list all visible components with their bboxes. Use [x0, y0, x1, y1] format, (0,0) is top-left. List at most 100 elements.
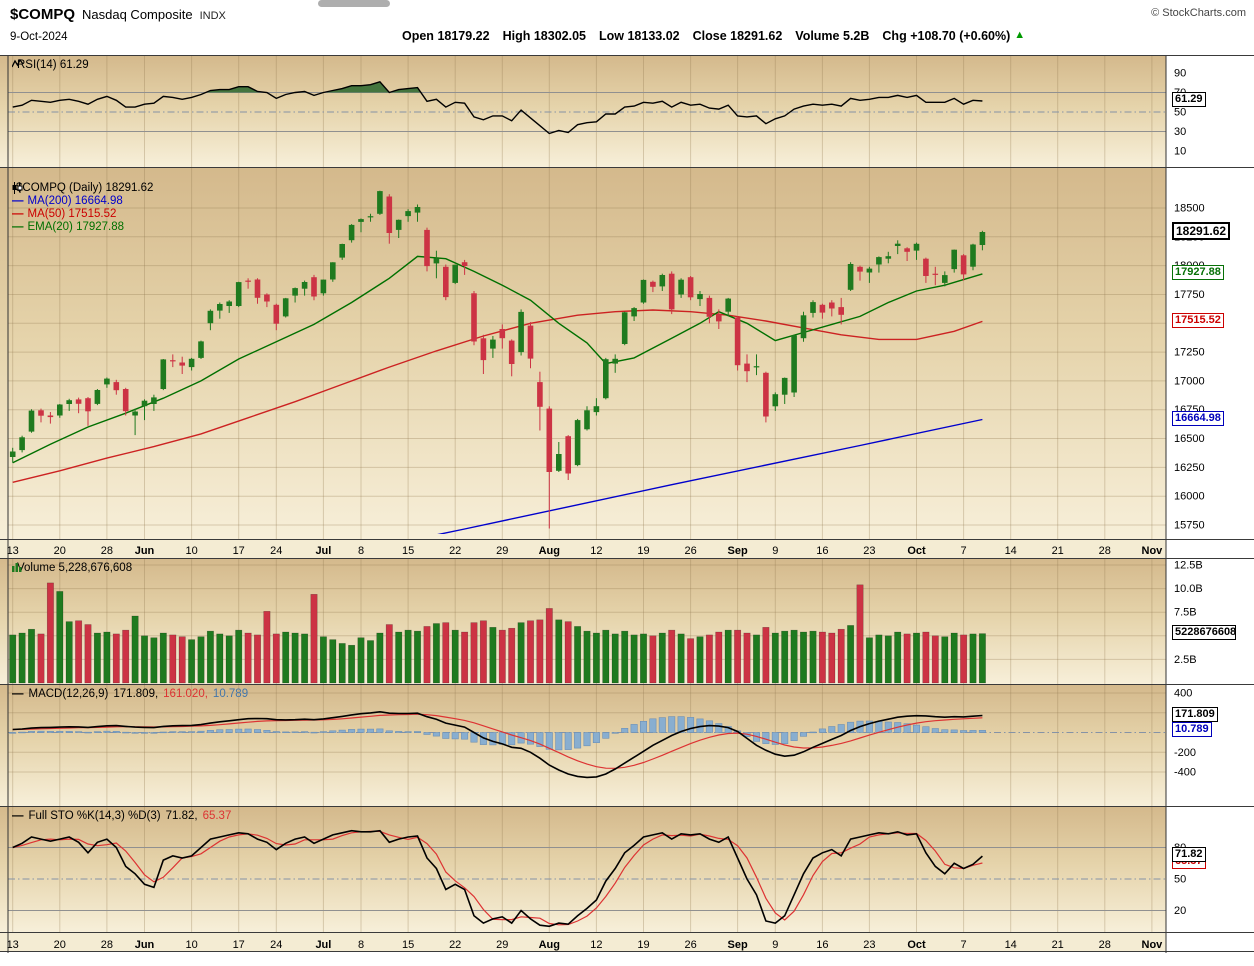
- svg-text:18250: 18250: [1174, 231, 1205, 243]
- svg-text:19: 19: [637, 545, 649, 557]
- svg-text:Nov: Nov: [1142, 939, 1164, 951]
- svg-text:26: 26: [684, 545, 696, 557]
- stochastic-d-value: 65.37: [202, 810, 232, 822]
- date-axis-top-labels: 13 20 28 Jun 10 17 24 Jul 8 15 22 29 Aug 12 19 26 Sep 9 16…: [7, 540, 1167, 559]
- open-label: Open: [402, 29, 434, 43]
- macd-line-icon: —: [12, 688, 24, 700]
- svg-text:400: 400: [1174, 688, 1192, 700]
- volume-panel: 12.5B 10.0B 7.5B 5.0B 2.5B Volume 5,228,676,…: [0, 558, 1254, 685]
- stockcharts-credit-link[interactable]: © StockCharts.com: [1151, 7, 1246, 19]
- svg-text:50: 50: [1174, 107, 1186, 119]
- svg-text:5.0B: 5.0B: [1174, 630, 1197, 642]
- svg-text:80: 80: [1174, 842, 1186, 854]
- svg-text:17: 17: [233, 545, 245, 557]
- change-up-arrow-icon: ▲: [1014, 29, 1026, 41]
- svg-text:7.5B: 7.5B: [1174, 607, 1197, 619]
- ma200-legend-text: MA(200) 16664.98: [27, 195, 123, 207]
- chart-date: 9-Oct-2024: [10, 31, 68, 43]
- price-legend: $COMPQ (Daily) 18291.62 — MA(200) 16664.9…: [12, 182, 153, 234]
- svg-text:24: 24: [270, 545, 282, 557]
- svg-text:10.0B: 10.0B: [1174, 583, 1203, 595]
- svg-text:10: 10: [185, 939, 197, 951]
- svg-text:8: 8: [358, 939, 364, 951]
- macd-histogram-value: 10.789: [212, 688, 249, 700]
- svg-text:14: 14: [1005, 939, 1017, 951]
- close-label: Close: [692, 29, 727, 43]
- svg-text:17: 17: [233, 939, 245, 951]
- open-value: 18179.22: [437, 29, 490, 43]
- svg-text:29: 29: [496, 545, 508, 557]
- svg-text:9: 9: [772, 939, 778, 951]
- macd-plot: 400 200 0 -200 -400: [7, 685, 1196, 807]
- svg-text:9: 9: [772, 545, 778, 557]
- svg-text:Jun: Jun: [135, 939, 155, 951]
- svg-text:17500: 17500: [1174, 318, 1205, 330]
- svg-text:-200: -200: [1174, 747, 1196, 759]
- symbol-row: $COMPQ Nasdaq Composite INDX: [10, 6, 226, 23]
- volume-value: 5.2B: [843, 29, 870, 43]
- svg-text:90: 90: [1174, 68, 1186, 80]
- svg-text:8: 8: [358, 545, 364, 557]
- svg-text:29: 29: [496, 939, 508, 951]
- change-value: +108.70 (+0.60%): [910, 29, 1011, 43]
- svg-text:Aug: Aug: [539, 939, 560, 951]
- macd-panel: 400 200 0 -200 -400 — MACD(12,26,9) 171.809,…: [0, 684, 1254, 807]
- low-label: Low: [598, 29, 624, 43]
- svg-text:24: 24: [270, 939, 282, 951]
- macd-legend: — MACD(12,26,9) 171.809, 161.020, 10.789: [12, 688, 248, 700]
- svg-text:Oct: Oct: [907, 939, 926, 951]
- price-legend-text: $COMPQ (Daily) 18291.62: [16, 182, 154, 194]
- svg-text:0: 0: [1174, 727, 1180, 739]
- close-value: 18291.62: [730, 29, 783, 43]
- date-axis-bottom-labels: 13 20 28 Jun 10 17 24 Jul 8 15 22 29 Aug 12 19 26 Sep 9 16…: [7, 933, 1167, 953]
- svg-text:16000: 16000: [1174, 491, 1205, 503]
- ema20-line-icon: —: [12, 221, 24, 233]
- svg-text:Nov: Nov: [1142, 545, 1164, 557]
- volume-label: Volume: [795, 29, 840, 43]
- svg-text:Jun: Jun: [135, 545, 155, 557]
- svg-text:Oct: Oct: [907, 545, 926, 557]
- svg-text:23: 23: [863, 545, 875, 557]
- price-plot: 18500 18250 18000 17750 17500 17250 17000 16750…: [7, 168, 1205, 540]
- svg-text:23: 23: [863, 939, 875, 951]
- svg-text:18000: 18000: [1174, 260, 1205, 272]
- svg-text:Sep: Sep: [728, 545, 748, 557]
- svg-text:16: 16: [816, 545, 828, 557]
- high-value: 18302.05: [533, 29, 586, 43]
- stochastic-plot: 80 50 20: [7, 807, 1186, 933]
- macd-panel-background: [0, 685, 1166, 806]
- stochastic-legend-label: Full STO %K(14,3) %D(3): [28, 810, 161, 822]
- ma50-line-icon: —: [12, 208, 24, 220]
- rsi-legend-text: RSI(14) 61.29: [17, 59, 89, 71]
- svg-text:16: 16: [816, 939, 828, 951]
- svg-text:28: 28: [101, 939, 113, 951]
- stochastic-k-value: 71.82,: [165, 810, 198, 822]
- svg-text:Jul: Jul: [315, 545, 331, 557]
- ohlc-quote-bar: Open 18179.22 High 18302.05 Low 18133.02…: [402, 29, 1025, 43]
- svg-text:7: 7: [961, 939, 967, 951]
- svg-text:10: 10: [1174, 146, 1186, 158]
- svg-text:10: 10: [185, 545, 197, 557]
- symbol-exchange: INDX: [199, 10, 226, 22]
- stochastic-panel: 80 50 20 — Full STO %K(14,3) %D(3) 71.82, …: [0, 806, 1254, 933]
- svg-text:Aug: Aug: [539, 545, 560, 557]
- chart-header: $COMPQ Nasdaq Composite INDX © StockChar…: [0, 0, 1254, 55]
- svg-text:Sep: Sep: [728, 939, 748, 951]
- rsi-plot: 90 70 50 30 10: [7, 56, 1186, 168]
- macd-legend-label: MACD(12,26,9): [28, 688, 109, 700]
- svg-text:Jul: Jul: [315, 939, 331, 951]
- svg-text:17000: 17000: [1174, 375, 1205, 387]
- svg-text:12: 12: [590, 939, 602, 951]
- svg-text:19: 19: [637, 939, 649, 951]
- rsi-panel: 90 70 50 30 10 RSI(14) 61.29: [0, 55, 1254, 168]
- svg-text:22: 22: [449, 939, 461, 951]
- macd-signal-value: 161.020,: [163, 688, 208, 700]
- svg-text:20: 20: [1174, 905, 1186, 917]
- ema20-legend-text: EMA(20) 17927.88: [27, 221, 125, 233]
- svg-text:70: 70: [1174, 87, 1186, 99]
- symbol-name: Nasdaq Composite: [82, 7, 193, 22]
- rsi-legend: RSI(14) 61.29: [12, 59, 89, 71]
- svg-text:7: 7: [961, 545, 967, 557]
- svg-text:13: 13: [7, 939, 19, 951]
